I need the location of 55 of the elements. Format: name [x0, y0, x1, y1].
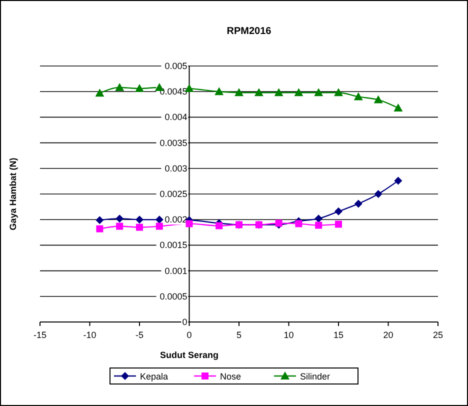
x-tick-label: -5: [135, 330, 144, 340]
point: [116, 222, 124, 230]
y-tick-label: 0.004: [164, 112, 188, 122]
point: [234, 88, 244, 96]
point: [295, 220, 302, 228]
point: [156, 222, 163, 230]
point: [335, 220, 342, 228]
legend-label: Kepala: [140, 372, 168, 382]
y-tick-label: 0.005: [164, 61, 188, 71]
x-tick-label: 15: [333, 330, 344, 340]
y-tick-label: 0: [182, 317, 188, 327]
point: [354, 92, 363, 100]
point: [96, 225, 104, 232]
y-tick-label: 0.002: [164, 214, 188, 225]
point: [96, 216, 104, 224]
chart-title: RPM2016: [226, 26, 272, 37]
point: [136, 216, 144, 224]
legend-label: Silinder: [300, 372, 330, 382]
point: [116, 214, 124, 223]
x-tick-label: 20: [383, 330, 394, 340]
point: [394, 176, 402, 185]
point: [274, 88, 284, 96]
point: [334, 88, 343, 96]
y-tick-label: 0.001: [164, 266, 188, 276]
point: [314, 214, 323, 223]
point: [394, 103, 403, 112]
y-axis-title: Gaya Hambat (N): [8, 158, 18, 230]
point: [135, 84, 144, 92]
point: [254, 88, 264, 96]
x-tick-label: 10: [284, 330, 294, 340]
x-tick-label: 25: [432, 330, 444, 340]
x-tick-label: -10: [83, 330, 96, 340]
point: [214, 87, 224, 96]
y-tick-label: 0.0025: [160, 189, 188, 199]
point: [155, 216, 164, 224]
point: [294, 88, 304, 96]
point: [115, 83, 124, 92]
point: [374, 95, 383, 104]
point: [354, 200, 362, 208]
legend-label: Nose: [220, 372, 242, 382]
y-tick-label: 0.0035: [160, 138, 188, 148]
y-tick-label: 0.0015: [160, 240, 188, 250]
point: [95, 88, 104, 97]
point: [314, 88, 324, 96]
x-axis-title: Sudut Serang: [160, 350, 219, 360]
point: [315, 222, 322, 229]
point: [334, 207, 342, 216]
y-tick-label: 0.003: [164, 163, 188, 174]
y-tick-label: 0.0005: [160, 291, 188, 302]
x-tick-label: 5: [236, 330, 242, 340]
point: [374, 190, 382, 198]
point: [186, 220, 193, 228]
point: [216, 222, 223, 230]
point: [136, 224, 143, 231]
x-tick-label: -15: [33, 330, 47, 340]
